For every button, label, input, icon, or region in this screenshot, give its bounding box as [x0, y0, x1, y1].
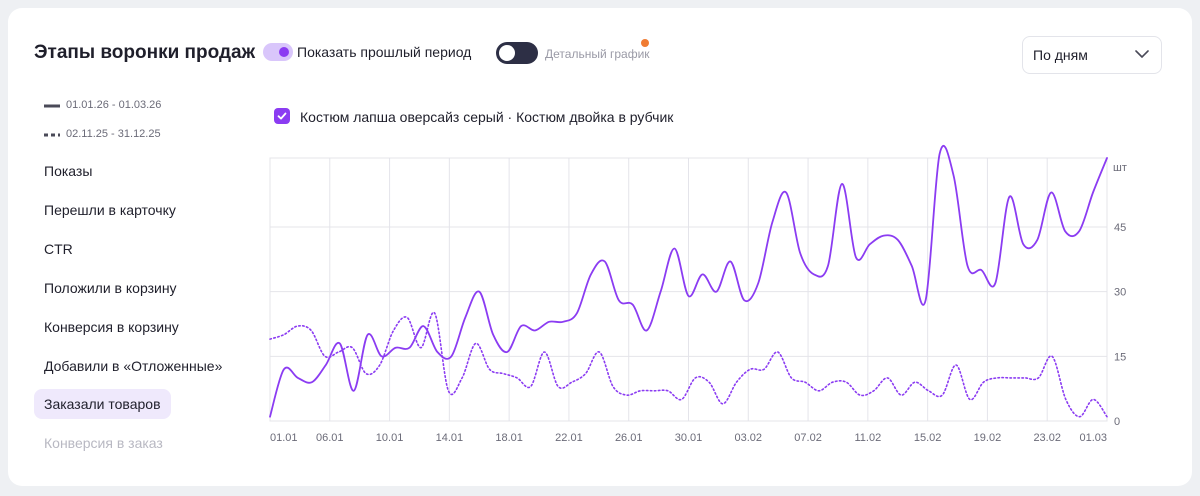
y-tick-label: 30	[1114, 287, 1126, 299]
series-checkbox[interactable]	[274, 108, 290, 124]
period-granularity-select[interactable]: По дням	[1022, 36, 1162, 74]
x-tick-label: 19.02	[974, 432, 1002, 444]
funnel-item-card-visits[interactable]: Перешли в карточку	[44, 202, 176, 218]
show-previous-period-toggle[interactable]	[263, 43, 293, 61]
series-line-previous-period	[269, 311, 1108, 418]
y-tick-label: 15	[1114, 351, 1126, 363]
x-tick-label: 22.01	[555, 432, 583, 444]
x-tick-label: 07.02	[794, 432, 822, 444]
series-checkbox-label: Костюм лапша оверсайз серый · Костюм дво…	[300, 109, 674, 125]
funnel-item-cart-conversion[interactable]: Конверсия в корзину	[44, 319, 179, 335]
notification-dot	[641, 39, 649, 47]
funnel-item-order-conversion[interactable]: Конверсия в заказ	[44, 435, 163, 451]
toggle-knob	[499, 45, 515, 61]
funnel-item-ctr[interactable]: CTR	[44, 241, 73, 257]
funnel-item-wishlist[interactable]: Добавили в «Отложенные»	[44, 358, 223, 374]
funnel-item-orders[interactable]: Заказали товаров	[34, 389, 171, 419]
x-tick-label: 30.01	[675, 432, 703, 444]
x-tick-label: 03.02	[735, 432, 763, 444]
funnel-item-impressions[interactable]: Показы	[44, 163, 93, 179]
series-line-current-period	[269, 145, 1108, 418]
toggle-knob	[279, 47, 289, 57]
x-tick-label: 18.01	[495, 432, 523, 444]
detailed-chart-label: Детальный график	[545, 47, 650, 61]
page-title: Этапы воронки продаж	[34, 42, 256, 63]
x-tick-label: 15.02	[914, 432, 942, 444]
y-tick-label: 45	[1114, 222, 1126, 234]
x-tick-label: 26.01	[615, 432, 643, 444]
y-unit-label: шт	[1113, 162, 1127, 174]
legend-previous-period-text: 02.11.25 - 31.12.25	[66, 128, 161, 140]
detailed-chart-toggle[interactable]	[496, 42, 538, 64]
select-value: По дням	[1033, 47, 1088, 63]
dashed-line-icon	[44, 133, 60, 137]
check-icon	[277, 112, 287, 120]
show-previous-period-label: Показать прошлый период	[297, 44, 472, 60]
x-tick-label: 23.02	[1033, 432, 1061, 444]
y-tick-label: 0	[1114, 416, 1120, 428]
x-tick-label: 06.01	[316, 432, 344, 444]
x-tick-label: 01.03	[1079, 432, 1107, 444]
line-chart: 01.01 06.01 10.01 14.01 18.01 22.01 26.01 30.01…	[269, 145, 1127, 444]
legend-current-period-text: 01.01.26 - 01.03.26	[66, 99, 162, 111]
chevron-down-icon	[1135, 50, 1149, 58]
solid-line-icon	[44, 104, 60, 108]
x-tick-label: 11.02	[854, 432, 881, 444]
x-tick-label: 10.01	[376, 432, 404, 444]
x-tick-label: 14.01	[436, 432, 464, 444]
x-tick-label: 01.01	[270, 432, 298, 444]
funnel-item-added-to-cart[interactable]: Положили в корзину	[44, 280, 177, 296]
sales-funnel-card: Этапы воронки продаж Показать прошлый пе…	[8, 8, 1192, 486]
